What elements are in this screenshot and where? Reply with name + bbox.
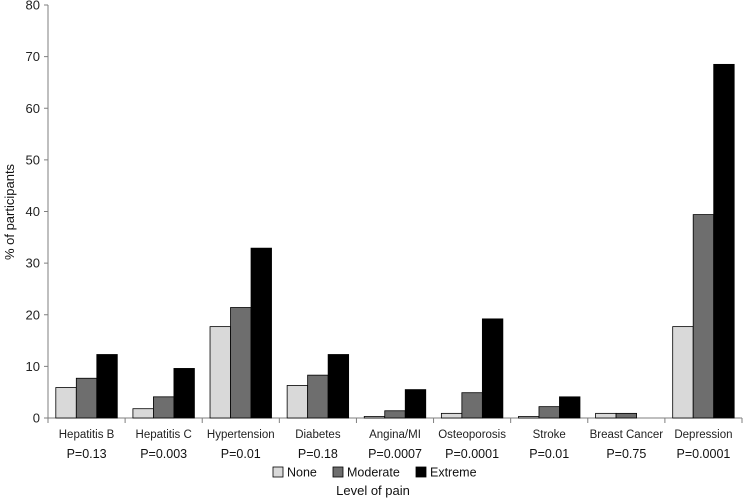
bar-moderate <box>615 412 637 419</box>
bar-moderate <box>461 392 483 419</box>
bar-none <box>518 416 540 419</box>
plot-area: 0 10 20 30 40 50 60 70 80 Hepatitis B P=0.13 Hepati… <box>26 0 743 461</box>
legend-label-moderate: Moderate <box>347 466 400 480</box>
bar-moderate <box>538 406 560 419</box>
category-label: Diabetes <box>295 429 341 441</box>
p-value-label: P=0.0001 <box>677 447 731 461</box>
bar-none <box>55 387 77 419</box>
bar-extreme <box>173 368 195 419</box>
y-tick-label: 50 <box>26 152 40 167</box>
p-value-label: P=0.01 <box>221 447 261 461</box>
p-value-label: P=0.003 <box>140 447 187 461</box>
legend-swatch-moderate <box>332 466 344 478</box>
y-tick-label: 80 <box>26 0 40 13</box>
bar-extreme <box>713 63 735 419</box>
category-label: Depression <box>674 429 732 441</box>
bar-none <box>132 408 154 419</box>
bar-extreme <box>250 247 272 419</box>
bar-moderate <box>153 396 175 419</box>
legend: None Moderate Extreme <box>272 466 477 480</box>
y-tick-label: 30 <box>26 256 40 271</box>
category-label: Stroke <box>533 429 566 441</box>
legend-label-none: None <box>287 466 317 480</box>
y-axis-title: % of participants <box>2 163 17 260</box>
bar-none <box>286 385 309 419</box>
bar-none <box>363 416 386 419</box>
bar-moderate <box>230 307 252 419</box>
legend-swatch-none <box>272 466 284 478</box>
category-label: Breast Cancer <box>590 429 664 441</box>
bar-moderate <box>307 374 329 419</box>
category-label: Osteoporosis <box>438 429 506 441</box>
category-label: Angina/MI <box>369 429 421 441</box>
category-label: Hepatitis B <box>59 429 115 441</box>
y-tick-label: 70 <box>26 49 40 64</box>
y-tick-label: 40 <box>26 204 40 219</box>
p-value-label: P=0.75 <box>606 447 646 461</box>
x-axis-title: Level of pain <box>336 483 410 498</box>
p-value-label: P=0.13 <box>67 447 107 461</box>
bar-extreme <box>481 318 504 419</box>
bar-extreme <box>404 389 427 419</box>
bar-extreme <box>96 354 118 419</box>
bar-moderate <box>692 214 715 419</box>
bar-moderate <box>384 410 406 419</box>
y-tick-label: 10 <box>26 359 40 374</box>
y-tick-label: 20 <box>26 307 40 322</box>
p-value-label: P=0.18 <box>298 447 338 461</box>
y-tick-label: 0 <box>33 411 40 426</box>
category-label: Hepatitis C <box>136 429 192 441</box>
category-label: Hypertension <box>207 429 275 441</box>
bar-none <box>440 412 463 419</box>
p-value-label: P=0.0001 <box>445 447 499 461</box>
legend-swatch-extreme <box>415 466 427 478</box>
bar-none <box>672 326 694 419</box>
y-tick-label: 60 <box>26 101 40 116</box>
p-value-label: P=0.01 <box>529 447 569 461</box>
bar-extreme <box>327 354 350 419</box>
bar-moderate <box>75 377 98 419</box>
legend-label-extreme: Extreme <box>430 466 477 480</box>
p-value-label: P=0.0007 <box>368 447 422 461</box>
bar-none <box>209 326 231 419</box>
bar-extreme <box>559 396 581 419</box>
bar-none <box>595 412 617 419</box>
